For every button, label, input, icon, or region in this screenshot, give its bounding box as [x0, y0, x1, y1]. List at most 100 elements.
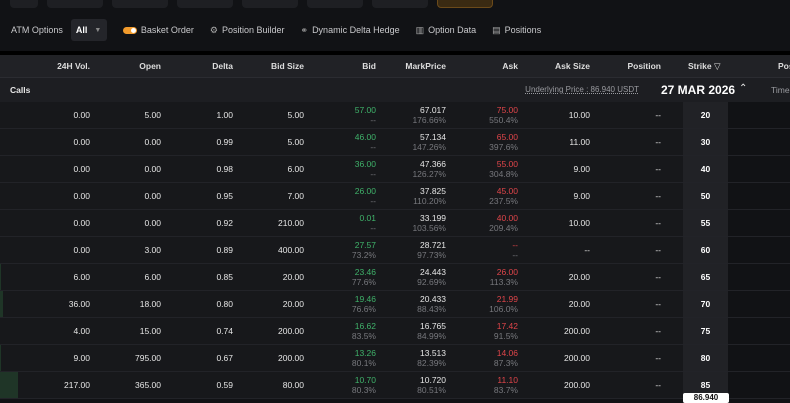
- caret-down-icon: ▼: [94, 26, 102, 34]
- cell-bid[interactable]: 57.00 --: [355, 105, 376, 125]
- gear-icon: ⚙: [209, 24, 218, 35]
- table-row[interactable]: 0.00 0.00 0.98 6.00 36.00 -- 47.366 126.27…: [0, 156, 790, 183]
- time-label: Time: [771, 85, 790, 95]
- options-table: 0.00 5.00 1.00 5.00 57.00 -- 67.017 176.66…: [0, 102, 790, 399]
- cell-bid[interactable]: 27.57 73.2%: [352, 240, 376, 260]
- col-position[interactable]: Position: [627, 61, 661, 71]
- cell-markprice: 24.443 92.69%: [417, 267, 446, 287]
- atm-options-label: ATM Options: [11, 25, 63, 35]
- cell-markprice: 13.513 82.39%: [417, 348, 446, 368]
- expiry-tab[interactable]: [307, 0, 363, 8]
- table-row[interactable]: 0.00 0.00 0.95 7.00 26.00 -- 37.825 110.20…: [0, 183, 790, 210]
- expiry-tab[interactable]: [47, 0, 103, 8]
- cell-bid-size: 20.00: [282, 272, 304, 282]
- mark-price: 67.017: [420, 105, 446, 115]
- cell-ask-size: 200.00: [564, 326, 590, 336]
- ask-price: 14.06: [496, 348, 518, 358]
- table-row[interactable]: 217.00 365.00 0.59 80.00 10.70 80.3% 10.7…: [0, 372, 790, 399]
- cell-ask[interactable]: 21.99 106.0%: [489, 294, 518, 314]
- cell-ask-size: 10.00: [568, 110, 590, 120]
- expiry-tabs: [10, 0, 493, 8]
- cell-bid[interactable]: 36.00 --: [355, 159, 376, 179]
- cell-bid[interactable]: 19.46 76.6%: [352, 294, 376, 314]
- col-open[interactable]: Open: [139, 61, 161, 71]
- filter-icon[interactable]: ▽: [714, 61, 721, 71]
- cell-bid[interactable]: 16.62 83.5%: [352, 321, 376, 341]
- bid-price: 57.00: [354, 105, 376, 115]
- bid-iv: 80.1%: [351, 358, 376, 368]
- cell-ask[interactable]: 40.00 209.4%: [489, 213, 518, 233]
- col-24h-vol[interactable]: 24H Vol.: [57, 61, 90, 71]
- cell-bid[interactable]: 23.46 77.6%: [352, 267, 376, 287]
- atm-options-select[interactable]: All ▼: [70, 19, 107, 41]
- cell-bid[interactable]: 13.26 80.1%: [352, 348, 376, 368]
- col-strike[interactable]: Strike ▽: [688, 61, 721, 72]
- cell-24h-vol: 0.00: [73, 164, 90, 174]
- col-ask-size[interactable]: Ask Size: [555, 61, 590, 71]
- col-delta[interactable]: Delta: [212, 61, 233, 71]
- ask-iv: 550.4%: [489, 115, 518, 125]
- bid-iv: --: [370, 196, 376, 206]
- cell-24h-vol: 0.00: [73, 110, 90, 120]
- ask-price: 75.00: [496, 105, 518, 115]
- chevron-up-icon[interactable]: ⌃: [739, 83, 748, 94]
- table-row[interactable]: 6.00 6.00 0.85 20.00 23.46 77.6% 24.443 92…: [0, 264, 790, 291]
- table-row[interactable]: 36.00 18.00 0.80 20.00 19.46 76.6% 20.433…: [0, 291, 790, 318]
- cell-open: 3.00: [144, 245, 161, 255]
- cell-ask[interactable]: 17.42 91.5%: [494, 321, 518, 341]
- delta-hedge-label: Dynamic Delta Hedge: [312, 25, 400, 35]
- cell-ask[interactable]: 11.10 83.7%: [494, 375, 518, 395]
- col-pos[interactable]: Pos: [778, 61, 790, 71]
- cell-ask[interactable]: 45.00 237.5%: [489, 186, 518, 206]
- expiry-tab[interactable]: [177, 0, 233, 8]
- table-row[interactable]: 0.00 5.00 1.00 5.00 57.00 -- 67.017 176.66…: [0, 102, 790, 129]
- cell-bid-size: 200.00: [278, 353, 304, 363]
- cell-ask-size: --: [584, 245, 590, 255]
- col-bid[interactable]: Bid: [362, 61, 376, 71]
- cell-ask[interactable]: 14.06 87.3%: [494, 348, 518, 368]
- table-row[interactable]: 4.00 15.00 0.74 200.00 16.62 83.5% 16.765…: [0, 318, 790, 345]
- ask-iv: 106.0%: [489, 304, 518, 314]
- cell-bid[interactable]: 46.00 --: [355, 132, 376, 152]
- col-markprice[interactable]: MarkPrice: [405, 61, 446, 71]
- cell-bid[interactable]: 0.01 --: [359, 213, 376, 233]
- option-data-button[interactable]: ▥ Option Data: [416, 25, 477, 36]
- cell-delta: 0.85: [216, 272, 233, 282]
- table-row[interactable]: 0.00 0.00 0.92 210.00 0.01 -- 33.199 103.5…: [0, 210, 790, 237]
- cell-ask[interactable]: -- --: [512, 240, 518, 260]
- cell-ask[interactable]: 55.00 304.8%: [489, 159, 518, 179]
- expiry-tab-active[interactable]: [437, 0, 493, 8]
- expiry-tab[interactable]: [10, 0, 38, 8]
- cell-bid[interactable]: 10.70 80.3%: [352, 375, 376, 395]
- position-builder-button[interactable]: ⚙ Position Builder: [210, 25, 285, 36]
- ask-iv: 87.3%: [493, 358, 518, 368]
- col-ask[interactable]: Ask: [502, 61, 518, 71]
- divider: [0, 51, 790, 55]
- cell-ask[interactable]: 65.00 397.6%: [489, 132, 518, 152]
- cell-ask[interactable]: 75.00 550.4%: [489, 105, 518, 125]
- cell-position: --: [655, 137, 661, 147]
- expiry-tab[interactable]: [242, 0, 298, 8]
- cell-open: 0.00: [144, 191, 161, 201]
- basket-order-toggle[interactable]: Basket Order: [122, 25, 194, 35]
- expiry-tab[interactable]: [372, 0, 428, 8]
- ask-iv: 237.5%: [489, 196, 518, 206]
- cell-delta: 0.99: [216, 137, 233, 147]
- table-row[interactable]: 0.00 3.00 0.89 400.00 27.57 73.2% 28.721 9…: [0, 237, 790, 264]
- dynamic-delta-hedge-button[interactable]: ⚭ Dynamic Delta Hedge: [301, 25, 400, 36]
- table-row[interactable]: 0.00 0.00 0.99 5.00 46.00 -- 57.134 147.26…: [0, 129, 790, 156]
- expiry-tab[interactable]: [112, 0, 168, 8]
- atm-options-value: All: [75, 25, 88, 35]
- table-row[interactable]: 9.00 795.00 0.67 200.00 13.26 80.1% 13.51…: [0, 345, 790, 372]
- cell-strike: 70: [683, 291, 728, 317]
- toggle-icon[interactable]: [122, 26, 137, 34]
- cell-ask[interactable]: 26.00 113.3%: [490, 267, 518, 287]
- bid-iv: --: [370, 115, 376, 125]
- mark-price: 24.443: [420, 267, 446, 277]
- col-bid-size[interactable]: Bid Size: [270, 61, 304, 71]
- bar-chart-icon: ▥: [415, 24, 425, 35]
- cell-bid[interactable]: 26.00 --: [355, 186, 376, 206]
- ask-iv: 113.3%: [489, 277, 518, 287]
- positions-button[interactable]: ▤ Positions: [492, 25, 541, 36]
- ask-price: 21.99: [496, 294, 518, 304]
